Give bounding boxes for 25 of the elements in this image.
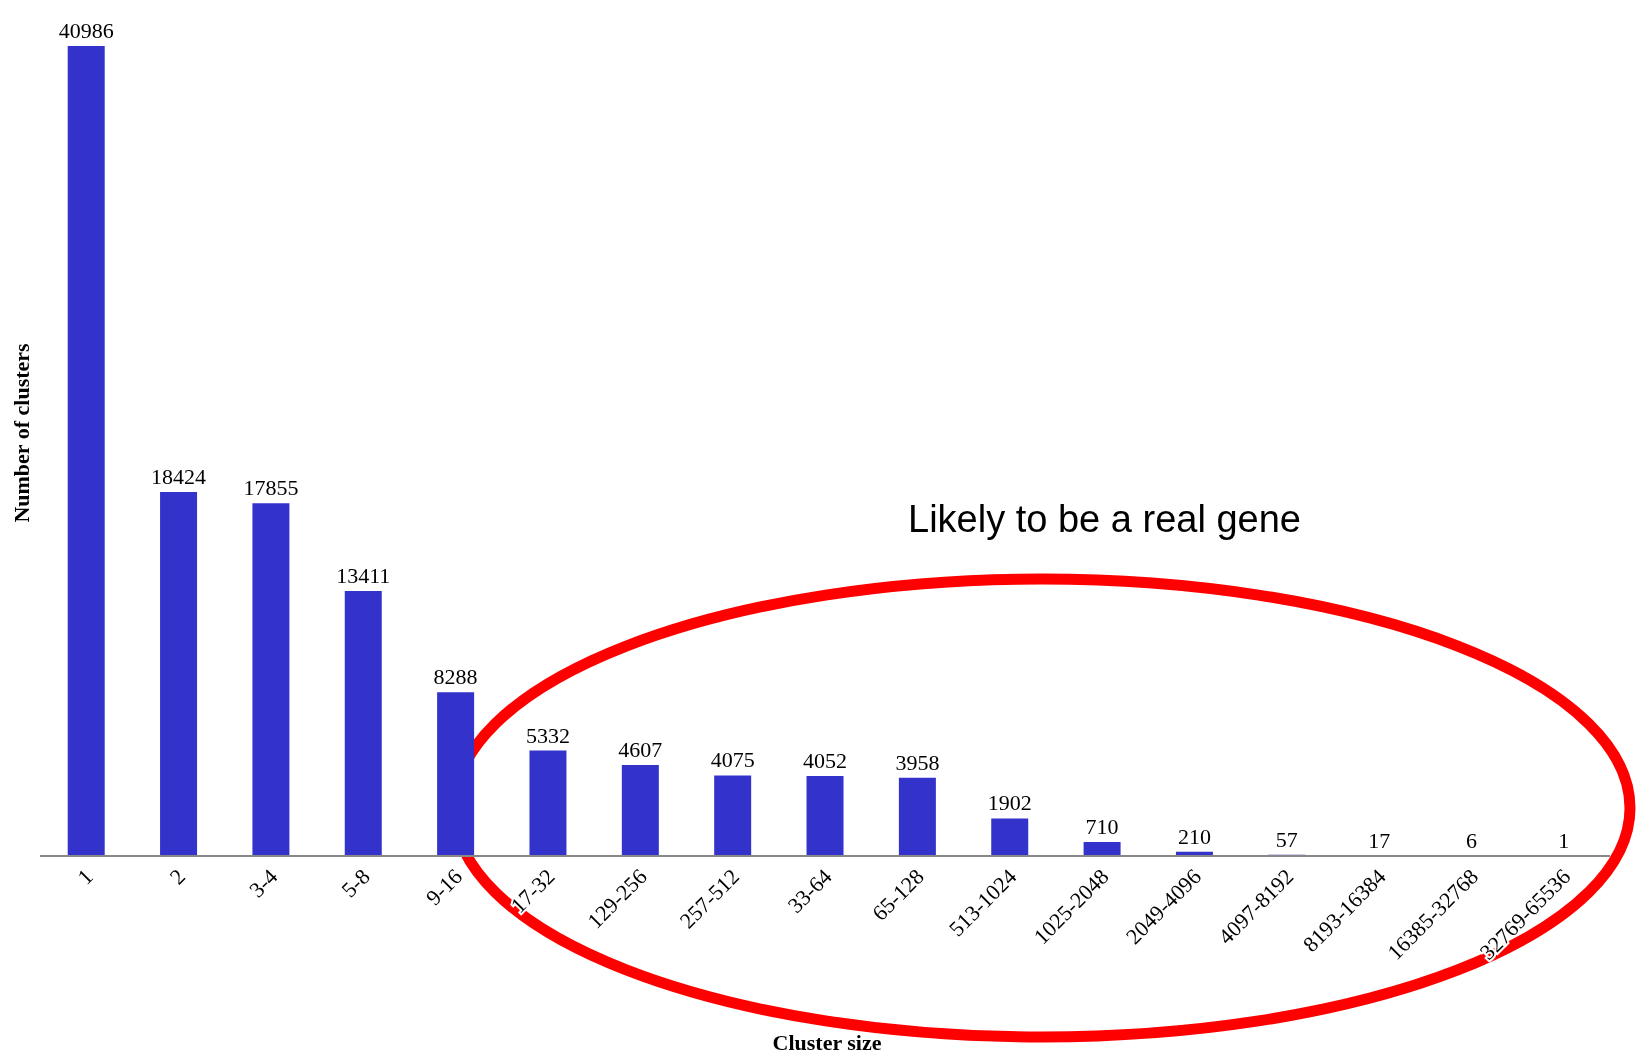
x-tick-label: 1 <box>72 863 98 890</box>
data-label: 17855 <box>243 475 299 501</box>
data-label: 3958 <box>895 749 940 775</box>
data-label: 1902 <box>987 790 1032 816</box>
data-label: 40986 <box>58 18 114 43</box>
y-axis-title: Number of clusters <box>9 343 35 523</box>
x-tick-label: 5-8 <box>336 863 375 903</box>
data-label: 1 <box>1558 827 1570 853</box>
data-label: 18424 <box>151 463 207 489</box>
data-label: 17 <box>1368 827 1391 853</box>
data-label: 57 <box>1275 826 1298 852</box>
annotation: Likely to be a real gene <box>908 498 1301 541</box>
data-label: 4075 <box>710 747 755 773</box>
data-label: 8288 <box>433 664 478 690</box>
data-label: 710 <box>1085 813 1119 839</box>
x-tick-label: 9-16 <box>420 863 468 911</box>
data-label: 210 <box>1177 823 1211 849</box>
x-axis-title: Cluster size <box>771 1030 883 1056</box>
data-label: 6 <box>1466 827 1477 853</box>
x-tick-label: 3-4 <box>244 863 283 903</box>
data-label: 4607 <box>618 736 663 762</box>
data-label: 4052 <box>803 747 848 773</box>
data-label: 13411 <box>336 562 391 588</box>
data-label: 5332 <box>525 722 570 748</box>
x-tick-label: 2 <box>164 863 191 890</box>
